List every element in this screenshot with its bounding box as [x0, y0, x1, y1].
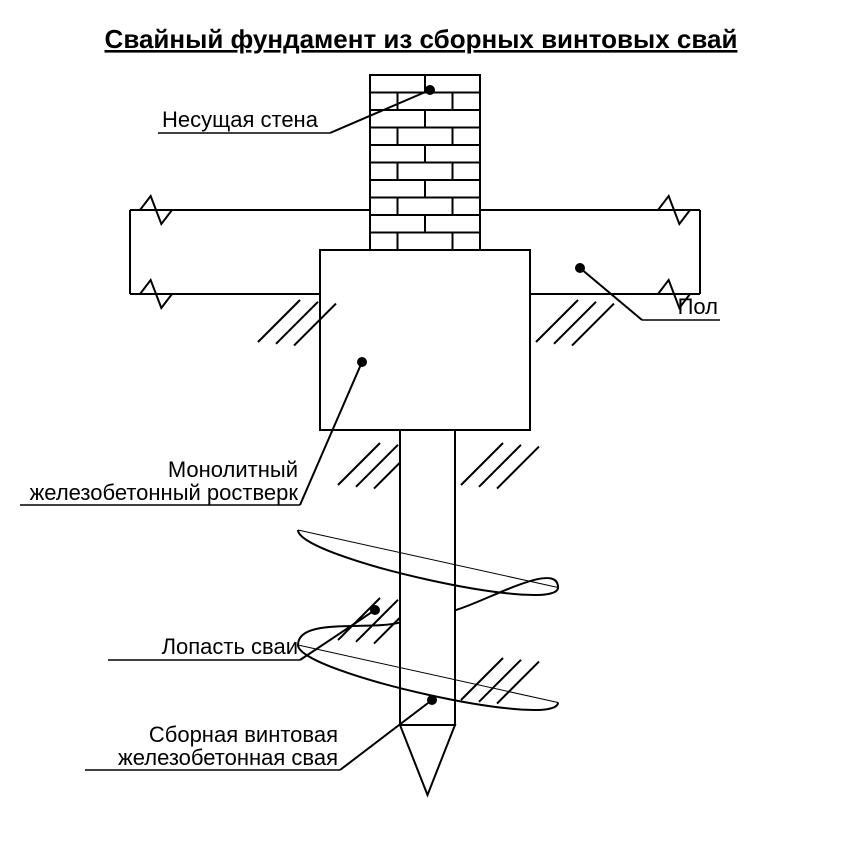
- label-blade: Лопасть сваи: [162, 634, 298, 659]
- brick-wall: [370, 75, 480, 250]
- label-pile-1: Сборная винтовая: [149, 722, 338, 747]
- label-wall: Несущая стена: [162, 107, 319, 132]
- grillage-block: [320, 250, 530, 430]
- label-grillage-1: Монолитный: [168, 457, 298, 482]
- diagram-title: Свайный фундамент из сборных винтовых св…: [105, 24, 738, 54]
- pile-shaft: [400, 430, 455, 795]
- label-floor: Пол: [678, 294, 718, 319]
- label-pile-2: железобетонная свая: [118, 745, 338, 770]
- label-grillage-2: железобетонный ростверк: [30, 480, 299, 505]
